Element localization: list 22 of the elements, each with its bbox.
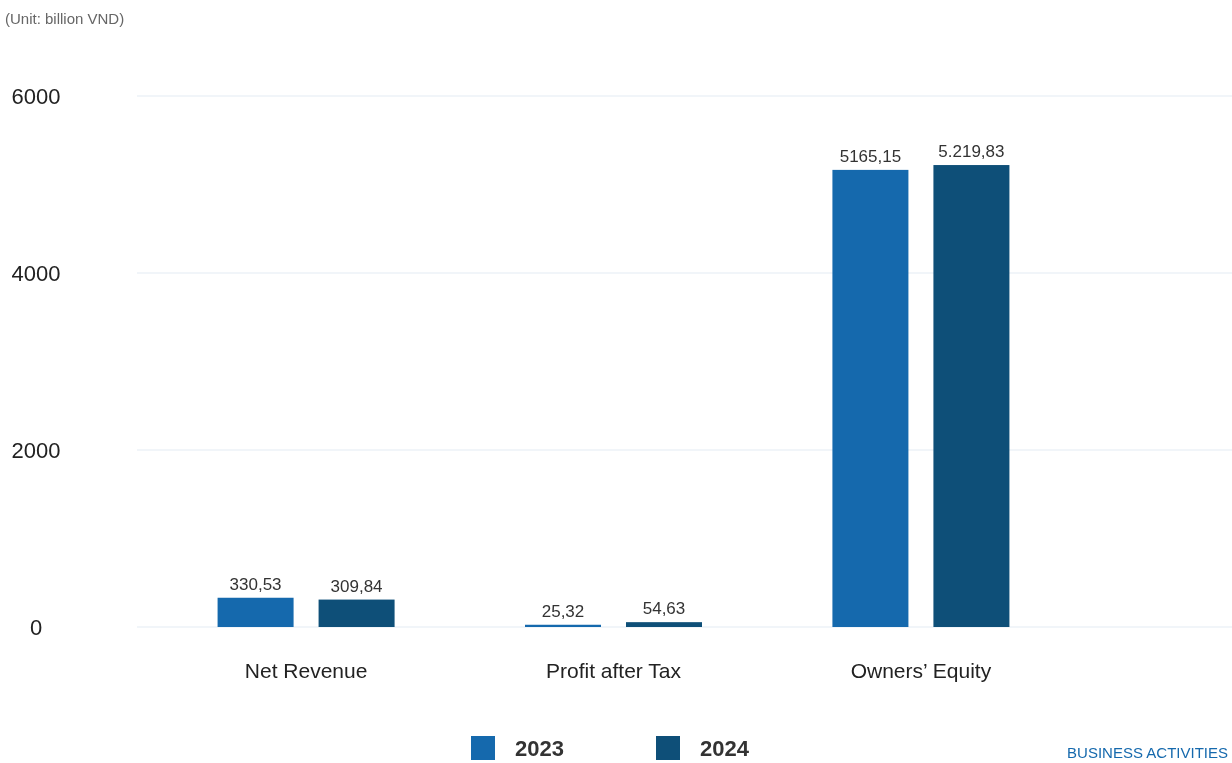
data-label: 309,84 xyxy=(330,576,383,596)
y-tick-label: 4000 xyxy=(11,260,61,286)
data-label: 25,32 xyxy=(541,601,585,621)
y-tick-label: 2000 xyxy=(11,437,61,463)
legend-label: 2023 xyxy=(515,735,564,761)
bar xyxy=(832,169,909,627)
legend-label: 2024 xyxy=(700,735,750,761)
chart-subtitle: (Unit: billion VND) xyxy=(5,10,125,27)
x-tick-label: Owners’ Equity xyxy=(850,659,992,682)
bar xyxy=(318,599,395,627)
y-tick-label: 0 xyxy=(29,614,43,640)
data-label: 54,63 xyxy=(642,599,686,619)
data-label: 330,53 xyxy=(229,574,282,594)
text: BUSINESS ACTIVITIES xyxy=(1067,744,1228,761)
bar xyxy=(933,165,1010,627)
data-label: 5165,15 xyxy=(839,146,902,166)
x-tick-label: Net Revenue xyxy=(244,659,368,682)
bar xyxy=(217,597,294,627)
bar xyxy=(626,622,702,627)
x-tick-label: Profit after Tax xyxy=(545,659,682,682)
y-tick-label: 6000 xyxy=(11,83,61,109)
data-label: 5.219,83 xyxy=(938,142,1005,162)
